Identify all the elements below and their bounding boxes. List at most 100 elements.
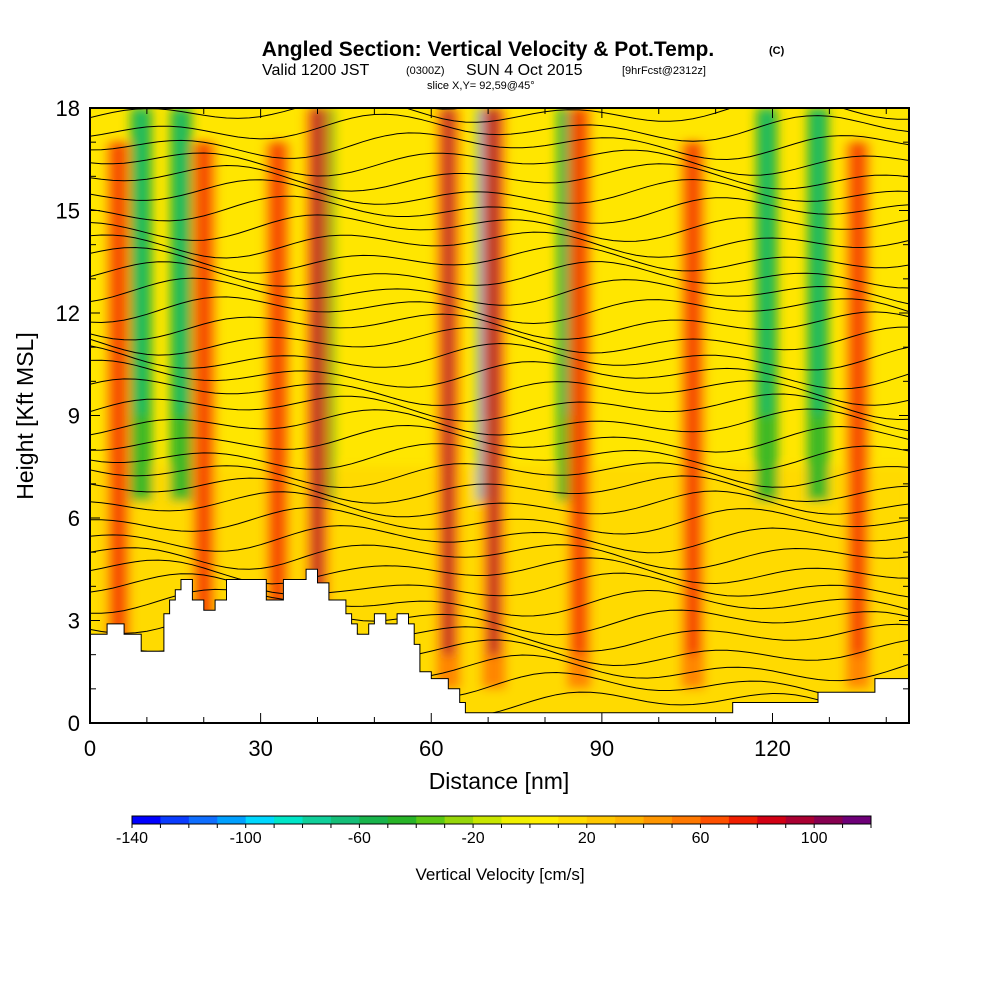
updraft-core [852,142,863,655]
terrain-mask [90,568,909,723]
theta-contour-line [90,245,909,274]
chart-title-unit: (C) [769,45,785,57]
colorbar-tick-label: -100 [230,830,262,847]
y-tick-label: 15 [56,199,80,224]
colorbar-swatch [615,816,645,824]
colorbar-swatch [274,816,304,824]
theta-contour-line [90,113,909,142]
x-axis: 0 30 60 90 120 [84,108,887,761]
velocity-field [90,108,909,723]
theta-contours [90,108,909,718]
colorbar-swatch [217,816,247,824]
updraft-core [312,108,323,655]
subtitle-zulu: (0300Z) [406,65,445,77]
colorbar-swatch [529,816,559,824]
updraft-core [272,142,283,655]
downdraft-core [136,108,147,416]
theta-contour-line [90,311,909,341]
theta-contour-line [90,261,909,289]
colorbar-swatch [643,816,673,824]
colorbar-swatch [444,816,474,824]
colorbar-swatch [757,816,787,824]
colorbar-swatch [302,816,332,824]
theta-contour-line [90,163,909,192]
y-tick-label: 6 [68,506,80,531]
x-tick-label: 90 [590,736,614,761]
theta-contour-line [90,393,909,422]
downdraft-core [176,108,186,416]
subtitle-forecast: [9hrFcst@2312z] [622,65,706,77]
theta-contour-line [90,475,909,504]
colorbar-tick-label: 60 [692,830,710,847]
colorbar-swatch [586,816,616,824]
colorbar-tick-label: -140 [116,830,148,847]
x-tick-label: 0 [84,736,96,761]
theta-contour-line [90,132,909,161]
colorbar-tick-label: -20 [462,830,485,847]
plot-area [90,108,909,723]
colorbar-tick-label: 20 [578,830,596,847]
colorbar-swatch [245,816,275,824]
colorbar-swatch [814,816,844,824]
y-tick-label: 3 [68,609,80,634]
theta-contour-line [90,443,909,472]
y-tick-label: 18 [56,96,80,121]
colorbar-swatch [501,816,531,824]
theta-contour-line [90,490,909,518]
theta-contour-line [90,214,909,242]
colorbar-swatch [672,816,701,824]
theta-contour-line [90,462,909,489]
slice-label: slice X,Y= 92,59@45° [427,80,535,92]
y-tick-label: 12 [56,301,80,326]
theta-contour-line [90,507,909,535]
y-tick-label: 9 [68,404,80,429]
colorbar-swatch [416,816,446,824]
colorbar-swatch [473,816,502,824]
updraft-core [488,108,499,655]
theta-contour-line [90,378,909,406]
colorbar-tick-label: 100 [801,830,828,847]
colorbar-title: Vertical Velocity [cm/s] [415,865,584,884]
theta-contour-line [90,424,909,453]
colorbar-swatch [330,816,360,824]
theta-contour-line [90,296,909,325]
x-axis-title: Distance [nm] [429,768,570,794]
y-axis-title: Height [Kft MSL] [12,332,38,499]
x-tick-label: 120 [754,736,791,761]
x-tick-label: 60 [419,736,443,761]
theta-contour-line [90,557,909,585]
theta-contour-line [90,277,909,306]
colorbar-swatch [387,816,417,824]
theta-contour-line [90,408,909,436]
colorbar-swatch [359,816,389,824]
theta-contour-line [90,359,909,390]
colorbar-swatch [558,816,588,824]
updraft-core [113,142,124,655]
updraft-core [687,142,698,655]
colorbar-swatch [188,816,218,824]
colorbar-swatch [785,816,815,824]
downdraft-core [761,108,772,416]
downdraft-core [813,108,823,416]
theta-contour-line [90,544,909,570]
theta-contour-line [90,326,909,356]
colorbar: -140 -100 -60 -20 20 60 100 [116,815,872,847]
subtitle-date: SUN 4 Oct 2015 [466,62,583,79]
colorbar-swatch [728,816,758,824]
theta-contour-line [90,342,909,371]
theta-contour-line [90,149,909,177]
x-tick-label: 30 [248,736,272,761]
theta-contour-line [90,195,909,224]
subtitle-valid: Valid 1200 JST [262,62,370,79]
theta-contour-line [90,178,909,205]
theta-contour-line [90,108,909,123]
colorbar-swatch [160,816,190,824]
updraft-core [574,108,585,655]
theta-contour-line [90,231,909,259]
colorbar-swatch [132,816,161,824]
theta-contour-line [90,525,909,554]
y-tick-label: 0 [68,711,80,736]
colorbar-swatch [842,816,872,824]
colorbar-tick-label: -60 [348,830,371,847]
